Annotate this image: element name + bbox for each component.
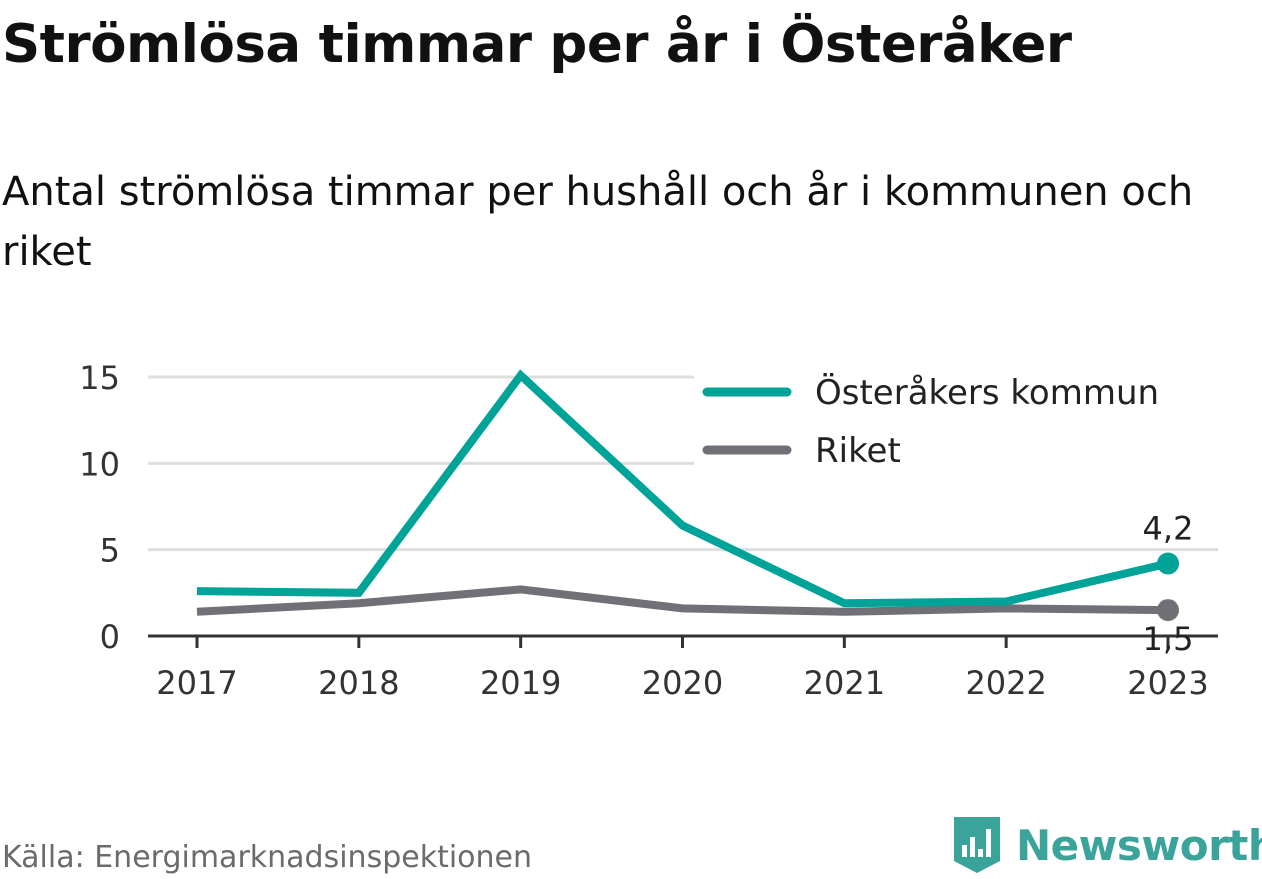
y-tick-label: 5 xyxy=(100,532,120,570)
end-value-label: 1,5 xyxy=(1143,620,1194,658)
end-marker xyxy=(1157,552,1179,575)
series-line xyxy=(196,369,1169,608)
chart-title: Strömlösa timmar per år i Österåker xyxy=(2,14,1072,75)
x-tick-label: 2017 xyxy=(156,664,237,702)
y-tick-label: 15 xyxy=(79,359,120,397)
x-tick-label: 2022 xyxy=(965,664,1046,702)
y-tick-label: 10 xyxy=(79,445,120,483)
newsworthy-logo-icon xyxy=(954,817,1000,873)
legend: Österåkers kommun Riket xyxy=(694,365,1220,475)
source-note: Källa: Energimarknadsinspektionen xyxy=(2,840,533,875)
legend-label: Österåkers kommun xyxy=(815,372,1159,413)
end-labels: 4,2 1,5 xyxy=(1143,509,1194,658)
x-tick-label: 2021 xyxy=(804,664,885,702)
x-tick-label: 2019 xyxy=(480,664,561,702)
legend-label: Riket xyxy=(815,431,901,471)
line-chart: 0 5 10 15 2017 2018 2019 2020 2021 2022 2023 Öste… xyxy=(79,359,1220,702)
end-marker xyxy=(1157,599,1179,622)
y-tick-label: 0 xyxy=(100,618,120,656)
series-lines xyxy=(196,369,1169,616)
legend-background xyxy=(694,365,1220,475)
brand-name: Newsworthy xyxy=(1016,820,1262,870)
y-axis-ticks: 0 5 10 15 xyxy=(79,359,120,656)
x-axis: 2017 2018 2019 2020 2021 2022 2023 xyxy=(148,634,1218,702)
end-value-label: 4,2 xyxy=(1143,509,1194,547)
x-tick-label: 2018 xyxy=(318,664,399,702)
chart-subtitle: Antal strömlösa timmar per hushåll och å… xyxy=(2,169,1194,275)
x-tick-label: 2020 xyxy=(642,664,723,702)
brand-logo[interactable]: Newsworthy xyxy=(952,815,1262,875)
x-tick-label: 2023 xyxy=(1127,664,1208,702)
series-line xyxy=(196,585,1169,616)
